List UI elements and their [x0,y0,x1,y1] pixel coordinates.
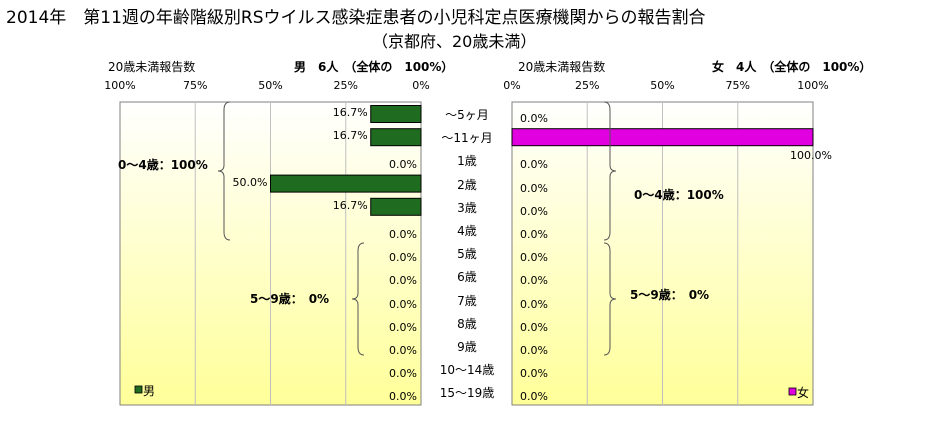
male-axis-title: 20歳未満報告数 [108,60,196,74]
male-tick-label: 25% [333,79,358,92]
female-value-label: 0.0% [520,320,548,334]
female-value-label: 0.0% [520,367,548,381]
male-value-label: 16.7% [332,129,368,143]
female-value-label: 0.0% [520,390,548,404]
age-category-label: ～5ヶ月 [445,108,489,122]
female-tick-label: 100% [797,79,829,92]
male-tick-label: 100% [104,79,136,92]
female-value-label: 0.0% [520,344,548,357]
female-legend-swatch [788,387,797,396]
female-value-label: 0.0% [520,251,548,265]
female-bar [511,128,814,147]
male-value-label: 16.7% [332,106,368,119]
age-category-label: 7歳 [457,293,477,308]
female-header: 女 4人 （全体の 100%） [712,60,872,74]
male-value-label: 0.0% [389,251,417,265]
male-bar [370,105,422,123]
age-category-label: 15～19歳 [439,386,495,401]
male-value-label: 0.0% [389,158,417,172]
female-value-label: 0.0% [520,112,548,125]
male-value-label: 0.0% [389,320,417,334]
age-category-label: 6歳 [457,270,477,285]
male-legend-swatch [134,385,143,394]
chart-title: 2014年 第11週の年齢階級別RSウイルス感染症患者の小児科定点医療機関からの… [6,8,706,28]
male-value-label: 0.0% [389,274,417,288]
male-bar [370,197,422,216]
chart-subtitle: （京都府、20歳未満） [372,32,537,51]
female-tick-label: 0% [503,79,521,92]
female-age-brace [603,101,617,241]
female-value-label: 0.0% [520,204,548,218]
female-value-label: 0.0% [520,228,548,241]
male-group-label: 0～4歳：100% [118,158,208,172]
male-value-label: 0.0% [389,228,417,241]
male-age-brace [217,101,231,241]
male-value-label: 0.0% [389,344,417,357]
female-axis-title: 20歳未満報告数 [518,60,606,74]
female-group-label: 5～9歳： 0% [630,288,710,302]
age-category-label: 9歳 [457,340,477,354]
male-value-label: 50.0% [232,175,268,189]
female-value-label: 0.0% [520,274,548,288]
male-header: 男 6人 （全体の 100%） [294,60,454,74]
female-tick-label: 50% [650,79,675,92]
age-category-label: 8歳 [457,316,477,331]
male-tick-label: 0% [412,79,430,92]
age-category-label: ～11ヶ月 [441,131,493,146]
age-category-label: 10～14歳 [439,363,495,378]
female-value-label: 0.0% [520,297,548,311]
female-value-label: 100.0% [790,149,832,163]
female-age-brace [603,242,617,356]
male-value-label: 0.0% [389,367,417,381]
female-tick-label: 25% [575,79,600,92]
male-bar [270,174,422,193]
female-tick-label: 75% [725,79,750,92]
male-value-label: 0.0% [389,390,417,404]
age-category-label: 3歳 [457,200,477,215]
male-value-label: 0.0% [389,297,417,311]
female-value-label: 0.0% [520,181,548,195]
male-age-brace [351,242,365,356]
male-legend-label: 男 [143,384,156,398]
female-legend-label: 女 [797,386,810,400]
female-group-label: 0～4歳：100% [634,188,724,202]
male-tick-label: 75% [183,79,208,92]
male-value-label: 16.7% [332,198,368,212]
age-category-label: 2歳 [457,177,477,192]
age-category-label: 4歳 [457,224,477,238]
male-bar [370,128,422,147]
age-category-label: 5歳 [457,247,477,262]
female-value-label: 0.0% [520,158,548,172]
male-group-label: 5～9歳： 0% [250,292,330,306]
male-tick-label: 50% [258,79,283,92]
age-category-label: 1歳 [457,154,477,169]
